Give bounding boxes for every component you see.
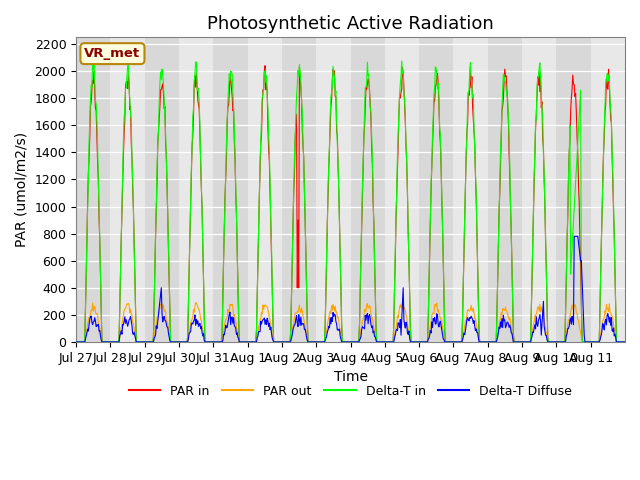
Bar [522,37,556,342]
Bar [76,37,111,342]
X-axis label: Time: Time [333,370,367,384]
Legend: PAR in, PAR out, Delta-T in, Delta-T Diffuse: PAR in, PAR out, Delta-T in, Delta-T Dif… [124,380,577,403]
Bar [213,37,248,342]
Bar [316,37,351,342]
Text: VR_met: VR_met [84,47,141,60]
Bar [385,37,419,342]
Bar [454,37,488,342]
Bar [145,37,179,342]
Bar [556,37,591,342]
Bar [351,37,385,342]
Title: Photosynthetic Active Radiation: Photosynthetic Active Radiation [207,15,494,33]
Bar [179,37,213,342]
Bar [282,37,316,342]
Bar [591,37,625,342]
Bar [248,37,282,342]
Y-axis label: PAR (umol/m2/s): PAR (umol/m2/s) [15,132,29,247]
Bar [111,37,145,342]
Bar [488,37,522,342]
Bar [419,37,454,342]
